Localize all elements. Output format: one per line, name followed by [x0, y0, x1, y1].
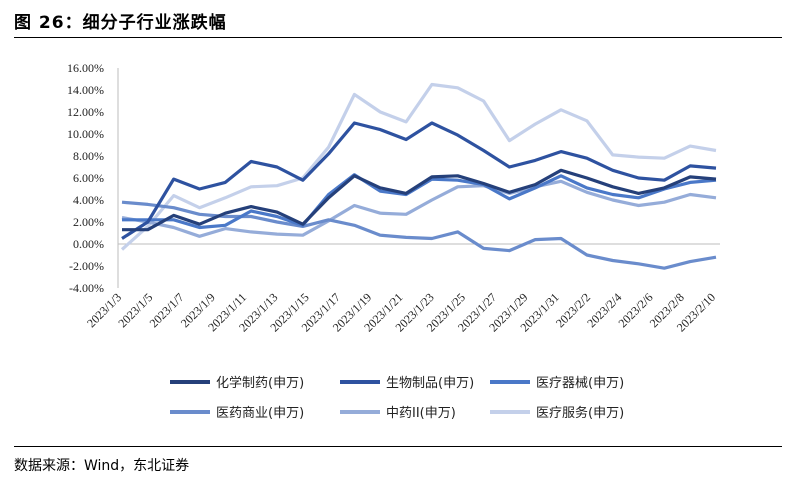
y-tick-label: 16.00%: [67, 61, 104, 75]
top-rule: [14, 37, 782, 38]
series-line: [121, 200, 717, 270]
y-tick-label: 8.00%: [73, 149, 104, 163]
legend-label: 中药II(申万): [386, 406, 456, 421]
legend-label: 医疗服务(申万): [536, 405, 624, 421]
series-line: [121, 121, 717, 240]
y-tick-label: 12.00%: [67, 105, 104, 119]
figure-title: 图 26：细分子行业涨跌幅: [14, 13, 227, 33]
series-line: [121, 179, 717, 238]
y-tick-label: 10.00%: [67, 127, 104, 141]
y-tick-label: 2.00%: [73, 215, 104, 229]
y-tick-label: 0.00%: [73, 237, 104, 251]
series-line: [122, 168, 717, 232]
y-tick-label: -2.00%: [69, 259, 104, 273]
series-line: [120, 82, 717, 251]
y-tick-label: 4.00%: [73, 193, 104, 207]
legend-label: 医药商业(申万): [216, 406, 304, 421]
y-tick-label: 6.00%: [73, 171, 104, 185]
y-tick-label: -4.00%: [69, 281, 104, 295]
source-note: 数据来源：Wind，东北证券: [14, 458, 190, 474]
legend-label: 化学制药(申万): [216, 375, 304, 391]
bottom-rule: [14, 446, 782, 447]
legend-label: 医疗器械(申万): [536, 376, 624, 391]
y-tick-label: 14.00%: [67, 83, 104, 97]
legend-label: 生物制品(申万): [386, 376, 474, 391]
